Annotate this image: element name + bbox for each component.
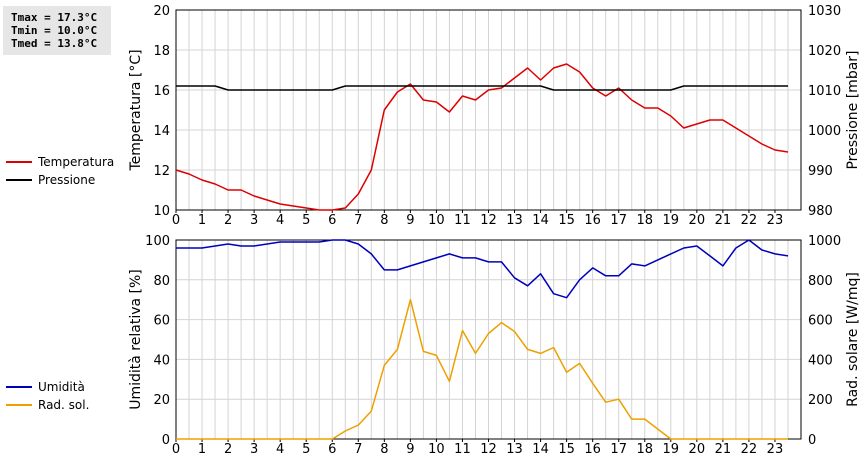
y-tick-label-left: 14 <box>153 124 170 139</box>
y-tick-label-left: 0 <box>162 433 170 448</box>
x-tick-label: 13 <box>506 213 523 228</box>
y-tick-label-right: 0 <box>808 433 816 448</box>
y-tick-label-left: 80 <box>153 274 170 289</box>
x-tick-label: 1 <box>198 213 206 228</box>
x-tick-label: 2 <box>224 213 232 228</box>
y-tick-label-left: 100 <box>145 234 170 249</box>
y-axis-title-right: Rad. solare [W/mq] <box>845 272 860 407</box>
x-tick-label: 0 <box>172 213 180 228</box>
x-tick-label: 8 <box>380 213 388 228</box>
legend-label: Temperatura <box>37 155 114 169</box>
x-tick-label: 7 <box>354 442 362 457</box>
x-tick-label: 18 <box>636 442 653 457</box>
series-line-umidit- <box>176 239 789 299</box>
series-line-rad-sol- <box>176 298 788 440</box>
x-tick-label: 19 <box>663 442 680 457</box>
x-tick-label: 20 <box>689 213 706 228</box>
y-axis-title-left: Temperatura [°C] <box>128 49 144 171</box>
y-tick-label-left: 10 <box>153 204 170 219</box>
y-tick-label-right: 1020 <box>808 44 841 59</box>
y-axis-title-right: Pressione [mbar] <box>845 50 860 169</box>
tmed-text: Tmed = 13.8°C <box>11 37 98 50</box>
x-tick-label: 14 <box>532 442 549 457</box>
x-tick-label: 11 <box>454 213 471 228</box>
y-tick-label-right: 990 <box>808 164 833 179</box>
x-tick-label: 1 <box>198 442 206 457</box>
series-line-temperatura <box>175 63 789 211</box>
x-tick-label: 4 <box>276 213 284 228</box>
x-tick-label: 21 <box>715 442 732 457</box>
y-tick-label-left: 18 <box>153 44 170 59</box>
x-tick-label: 9 <box>406 213 414 228</box>
chart-panel-2: 0 1 2 3 4 5 6 7 8 9 10 11 12 13 14 15 16 17 18 19 20 21 22 2302… <box>6 234 860 457</box>
y-tick-label-left: 40 <box>153 353 170 368</box>
x-tick-label: 20 <box>689 442 706 457</box>
y-tick-label-right: 600 <box>808 314 833 329</box>
x-tick-label: 11 <box>454 442 471 457</box>
x-tick-label: 4 <box>276 442 284 457</box>
legend-label: Umidità <box>38 380 85 394</box>
y-tick-label-left: 60 <box>153 314 170 329</box>
stats-box: Tmax = 17.3°C Tmin = 10.0°C Tmed = 13.8°… <box>3 6 111 55</box>
x-tick-label: 8 <box>380 442 388 457</box>
y-tick-label-right: 1030 <box>808 4 841 19</box>
x-tick-label: 10 <box>428 213 445 228</box>
y-tick-label-right: 1000 <box>808 234 841 249</box>
x-tick-label: 15 <box>558 213 575 228</box>
y-tick-label-right: 980 <box>808 204 833 219</box>
x-tick-label: 17 <box>610 213 627 228</box>
x-tick-label: 12 <box>480 442 497 457</box>
y-tick-label-left: 12 <box>153 164 170 179</box>
x-tick-label: 13 <box>506 442 523 457</box>
y-tick-label-right: 1000 <box>808 124 841 139</box>
y-tick-label-right: 400 <box>808 353 833 368</box>
y-tick-label-right: 200 <box>808 393 833 408</box>
y-tick-label-right: 800 <box>808 274 833 289</box>
x-tick-label: 18 <box>636 213 653 228</box>
x-tick-label: 16 <box>584 213 601 228</box>
x-tick-label: 16 <box>584 442 601 457</box>
chart-panel-1: 0 1 2 3 4 5 6 7 8 9 10 11 12 13 14 15 16 17 18 19 20 21 22 2310… <box>6 4 860 228</box>
x-tick-label: 5 <box>302 213 310 228</box>
tmax-text: Tmax = 17.3°C <box>11 11 98 24</box>
x-tick-label: 7 <box>354 213 362 228</box>
x-tick-label: 3 <box>250 442 258 457</box>
legend-label: Rad. sol. <box>38 398 89 412</box>
tmin-text: Tmin = 10.0°C <box>11 24 98 37</box>
series-line-pressione <box>176 85 788 91</box>
legend-label: Pressione <box>38 173 95 187</box>
x-tick-label: 6 <box>328 442 336 457</box>
x-tick-label: 23 <box>767 213 784 228</box>
x-tick-label: 15 <box>558 442 575 457</box>
x-tick-label: 23 <box>767 442 784 457</box>
y-tick-label-left: 20 <box>153 4 170 19</box>
y-tick-label-left: 20 <box>153 393 170 408</box>
x-tick-label: 12 <box>480 213 497 228</box>
y-tick-label-left: 16 <box>153 84 170 99</box>
x-tick-label: 10 <box>428 442 445 457</box>
x-tick-label: 22 <box>741 213 758 228</box>
x-tick-label: 9 <box>406 442 414 457</box>
x-tick-label: 2 <box>224 442 232 457</box>
x-tick-label: 21 <box>715 213 732 228</box>
y-axis-title-left: Umidità relativa [%] <box>128 269 144 410</box>
x-tick-label: 6 <box>328 213 336 228</box>
y-tick-label-right: 1010 <box>808 84 841 99</box>
x-tick-label: 3 <box>250 213 258 228</box>
x-tick-label: 17 <box>610 442 627 457</box>
x-tick-label: 14 <box>532 213 549 228</box>
x-tick-label: 5 <box>302 442 310 457</box>
x-tick-label: 22 <box>741 442 758 457</box>
x-tick-label: 0 <box>172 442 180 457</box>
x-tick-label: 19 <box>663 213 680 228</box>
